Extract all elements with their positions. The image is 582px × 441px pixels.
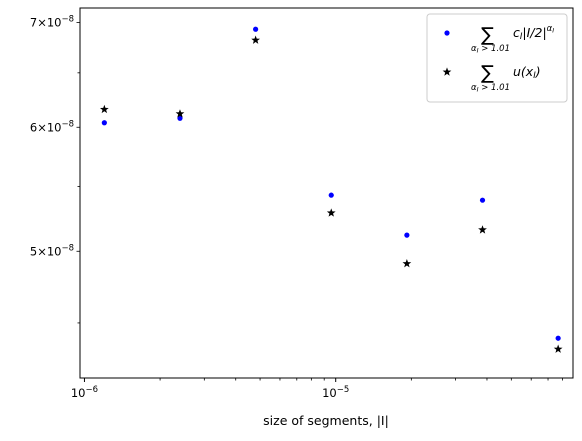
data-point-star — [251, 35, 260, 44]
legend: ∑ αI > 1.01 cI|I/2|αI ∑ αI > 1.01 u(xI) — [426, 13, 568, 103]
y-tick-label: 7×10−8 — [30, 14, 74, 29]
x-tick-label: 10−6 — [71, 385, 98, 400]
x-axis-ticks: 10−6 10−5 — [71, 378, 564, 400]
data-point-star — [175, 109, 185, 118]
y-tick-label: 5×10−8 — [30, 243, 74, 258]
x-tick-label: 10−5 — [322, 385, 349, 400]
legend-marker-star — [442, 67, 452, 76]
data-point-circle — [177, 115, 183, 121]
data-point-circle — [101, 120, 107, 126]
legend-entry-1-subscript: αI > 1.01 — [471, 44, 510, 55]
legend-marker-circle — [444, 30, 450, 36]
data-point-star — [478, 225, 487, 234]
data-point-circle — [328, 192, 334, 198]
x-axis-label: size of segments, |I| — [263, 413, 389, 428]
data-point-star — [326, 208, 336, 217]
data-point-star — [553, 344, 563, 353]
legend-entry-2-sigma: ∑ — [481, 62, 494, 84]
legend-box — [426, 13, 568, 103]
data-point-star — [99, 104, 109, 114]
data-point-circle — [479, 197, 486, 203]
legend-entry-2-subscript: αI > 1.01 — [471, 83, 510, 94]
y-tick-label: 6×10−8 — [30, 119, 74, 134]
y-axis-ticks: 5×10−8 6×10−8 7×10−8 — [30, 14, 80, 324]
legend-entry-1-term: cI|I/2|αI — [513, 24, 554, 42]
data-point-star — [402, 259, 412, 268]
data-point-circle — [404, 232, 410, 238]
legend-entry-2-term: u(xI) — [513, 64, 541, 81]
data-point-circle — [555, 335, 561, 341]
data-series — [99, 26, 563, 353]
legend-entry-1-sigma: ∑ — [481, 24, 494, 46]
data-point-circle — [253, 26, 259, 32]
